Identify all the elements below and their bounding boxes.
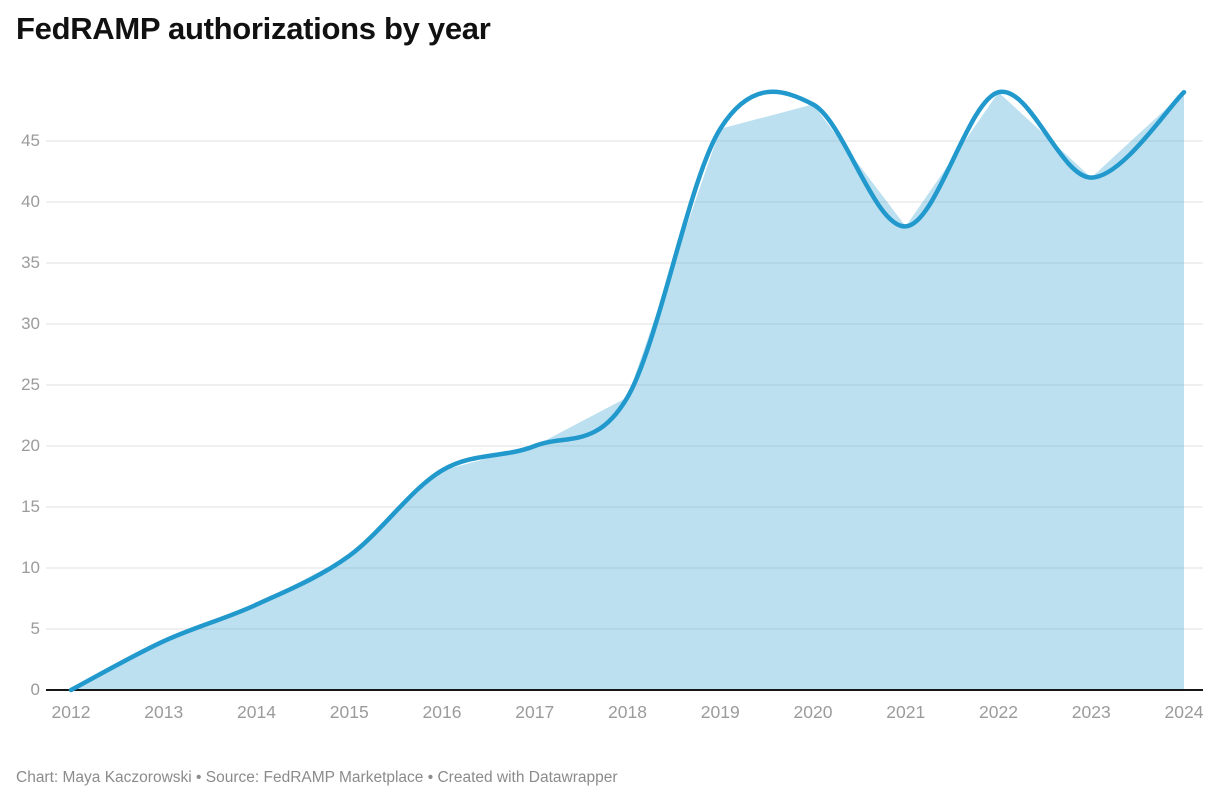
y-tick-label-20: 20 xyxy=(21,436,40,455)
x-tick-label-2015: 2015 xyxy=(329,702,369,722)
y-tick-label-5: 5 xyxy=(30,619,40,638)
x-tick-label-2021: 2021 xyxy=(886,702,926,722)
x-tick-label-2020: 2020 xyxy=(793,702,833,722)
y-tick-label-40: 40 xyxy=(21,192,40,211)
x-tick-label-2023: 2023 xyxy=(1071,702,1111,722)
y-tick-label-25: 25 xyxy=(21,375,40,394)
y-tick-label-30: 30 xyxy=(21,314,40,333)
x-tick-label-2016: 2016 xyxy=(422,702,462,722)
trend-line xyxy=(68,89,1187,693)
area-fill xyxy=(71,92,1184,690)
y-tick-label-10: 10 xyxy=(21,558,40,577)
x-tick-label-2012: 2012 xyxy=(51,702,91,722)
y-tick-label-0: 0 xyxy=(30,680,40,699)
x-tick-label-2014: 2014 xyxy=(237,702,276,722)
chart-title: FedRAMP authorizations by year xyxy=(16,11,491,46)
x-tick-label-2013: 2013 xyxy=(144,702,184,722)
x-tick-label-2022: 2022 xyxy=(979,702,1018,722)
x-tick-label-2017: 2017 xyxy=(515,702,555,722)
x-tick-label-2024: 2024 xyxy=(1164,702,1204,722)
x-tick-label-2019: 2019 xyxy=(700,702,740,722)
y-tick-label-45: 45 xyxy=(21,131,40,150)
x-tick-label-2018: 2018 xyxy=(608,702,647,722)
chart-footer-credit: Chart: Maya Kaczorowski • Source: FedRAM… xyxy=(16,769,618,786)
y-tick-label-15: 15 xyxy=(21,497,40,516)
y-tick-label-35: 35 xyxy=(21,253,40,272)
